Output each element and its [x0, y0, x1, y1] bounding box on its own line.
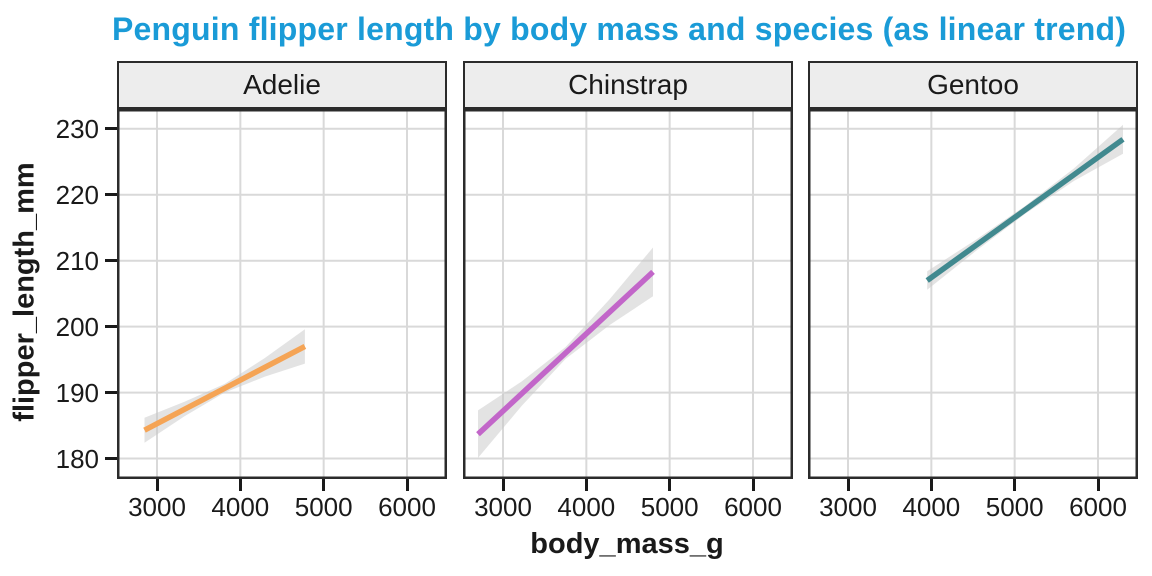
facet-strip-adelie: Adelie — [117, 61, 447, 109]
x-tick-mark — [322, 479, 326, 491]
panel-border — [808, 109, 1138, 479]
chart-title: Penguin flipper length by body mass and … — [112, 11, 1127, 47]
panel-border — [463, 109, 793, 479]
y-tick-label: 210 — [55, 245, 99, 276]
y-tick-label: 200 — [55, 311, 99, 342]
panel-border — [117, 109, 447, 479]
facet-strip-label: Adelie — [243, 69, 321, 100]
y-tick-mark — [105, 259, 117, 263]
x-tick-label: 6000 — [1069, 492, 1127, 522]
x-tick-label: 3000 — [474, 492, 532, 522]
x-tick-label: 4000 — [557, 492, 616, 522]
x-tick-label: 5000 — [294, 492, 353, 522]
x-tick-mark — [584, 479, 588, 491]
x-tick-mark — [751, 479, 755, 491]
y-tick-mark — [105, 457, 117, 461]
x-tick-mark — [846, 479, 850, 491]
x-axis-title: body_mass_g — [530, 528, 724, 560]
y-tick-mark — [105, 127, 117, 131]
x-tick-label: 4000 — [211, 492, 270, 522]
facet-strip-chinstrap: Chinstrap — [463, 61, 793, 109]
x-tick-label: 5000 — [640, 492, 699, 522]
y-tick-mark — [105, 193, 117, 197]
facet-strip-gentoo: Gentoo — [808, 61, 1138, 109]
y-tick-label: 190 — [55, 377, 99, 408]
y-tick-mark — [105, 391, 117, 395]
y-tick-label: 180 — [55, 443, 99, 474]
trend-line — [476, 269, 655, 437]
x-tick-label: 3000 — [128, 492, 186, 522]
facet-strip-label: Gentoo — [927, 69, 1019, 100]
facet-gentoo: Gentoo — [808, 61, 1138, 479]
x-tick-mark — [1096, 479, 1100, 491]
x-tick-mark — [405, 479, 409, 491]
x-tick-mark — [1013, 479, 1017, 491]
x-tick-mark — [238, 479, 242, 491]
panel-plot-area-adelie — [117, 109, 447, 479]
y-tick-mark — [105, 325, 117, 329]
trend-line — [925, 137, 1125, 283]
x-tick-label: 6000 — [724, 492, 782, 522]
x-tick-mark — [501, 479, 505, 491]
x-tick-mark — [668, 479, 672, 491]
panel-plot-area-gentoo — [808, 109, 1138, 479]
y-tick-label: 230 — [55, 113, 99, 144]
x-tick-mark — [929, 479, 933, 491]
x-tick-label: 5000 — [985, 492, 1044, 522]
facet-strip-label: Chinstrap — [568, 69, 688, 100]
x-tick-label: 6000 — [378, 492, 436, 522]
y-tick-label: 220 — [55, 179, 99, 210]
x-tick-mark — [155, 479, 159, 491]
facet-adelie: Adelie — [117, 61, 447, 479]
x-tick-label: 3000 — [819, 492, 877, 522]
panel-plot-area-chinstrap — [463, 109, 793, 479]
facet-chinstrap: Chinstrap — [463, 61, 793, 479]
x-tick-label: 4000 — [902, 492, 961, 522]
trend-line — [143, 343, 307, 433]
